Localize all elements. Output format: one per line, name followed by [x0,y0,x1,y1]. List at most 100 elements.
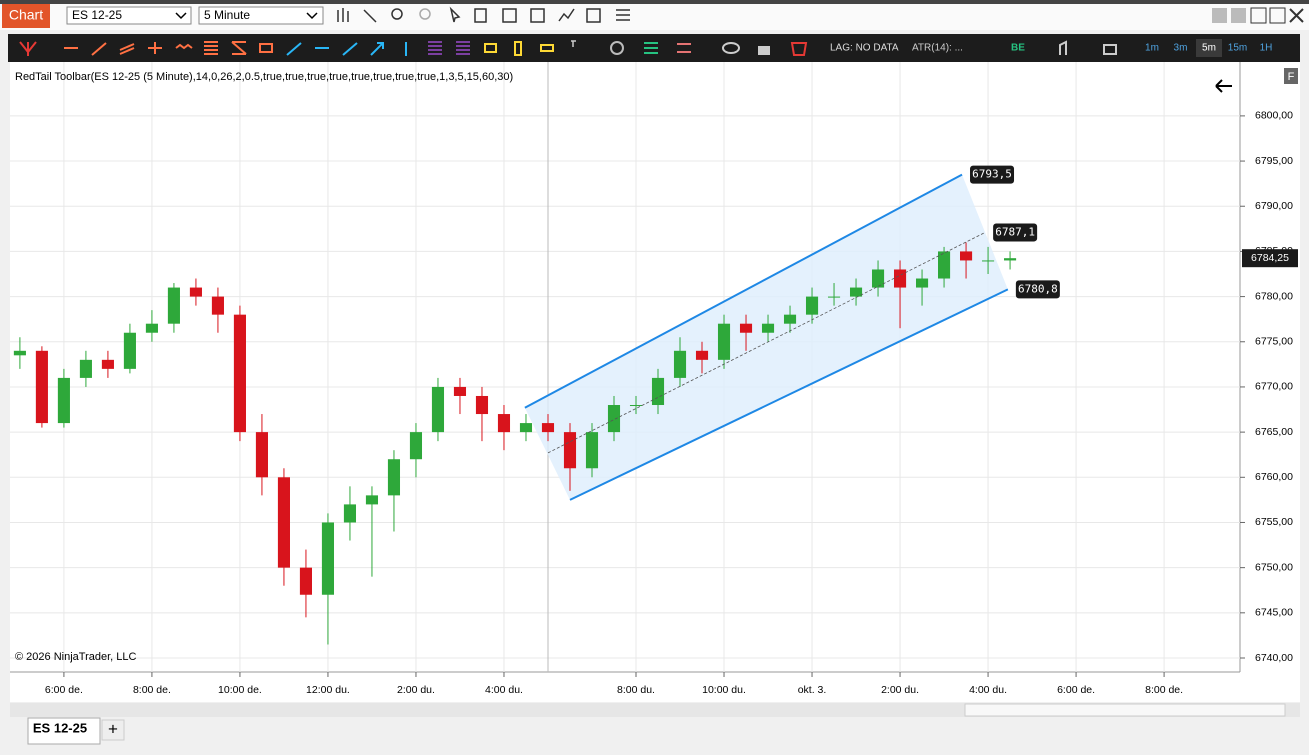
y-tick-label: 6745,00 [1255,607,1293,619]
minimize[interactable] [1250,7,1267,24]
x-tick-label: 6:00 de. [1057,684,1095,696]
timeframe-button[interactable]: 5m [1202,43,1216,54]
zoom-out-icon[interactable] [419,8,431,20]
ctrl-btn[interactable] [1231,8,1246,23]
tool[interactable] [119,43,135,55]
candle-body [805,296,819,315]
x-tick-label: 2:00 du. [397,684,435,696]
pencil-icon[interactable] [363,9,377,23]
candle-body [629,405,643,407]
window-tab-label: Chart [9,7,43,23]
tool[interactable] [204,41,218,55]
tool[interactable] [231,41,247,55]
window-tab[interactable] [2,4,50,28]
strategy-icon[interactable] [586,8,601,23]
candle-body [277,477,290,568]
tool[interactable] [428,41,442,55]
bars-icon[interactable] [337,8,349,22]
zoom-in-icon[interactable] [391,8,403,20]
tool[interactable] [677,43,691,53]
bottom-tab[interactable] [27,717,101,745]
tool[interactable] [259,43,273,53]
x-tick-label: 10:00 de. [218,684,262,696]
candle-body [761,323,775,333]
add-tab-label: + [108,719,118,738]
maximize[interactable] [1269,7,1286,24]
candle-body [849,287,863,297]
hand-icon[interactable] [1059,40,1067,55]
plot: 6793,5 6787,1 6780,8 [13,165,1060,645]
scroll-thumb[interactable] [964,703,1286,717]
timeframe-button[interactable]: 3m [1174,43,1188,54]
bars-icon-2[interactable] [530,8,545,23]
eye-icon[interactable] [722,42,740,54]
tool[interactable] [514,41,522,56]
indicator-icon[interactable] [558,8,575,22]
timeframe-button[interactable]: 1H [1260,43,1273,54]
candle-body [893,269,907,288]
ctrl-btn[interactable] [1212,8,1227,23]
last-price-box [1242,249,1298,268]
top-edge [0,0,1309,4]
close[interactable] [1289,8,1304,23]
data-box-icon[interactable] [474,8,487,23]
channel-label-box [970,165,1015,184]
x-tick-label: 2:00 du. [881,684,919,696]
candle-body [783,314,797,324]
pointer-icon[interactable] [449,6,461,23]
candle-body [982,260,995,262]
candle-body [79,359,92,378]
x-tick-label: 4:00 du. [969,684,1007,696]
tool[interactable] [644,42,658,54]
tool[interactable] [484,43,497,53]
candle-body [365,495,379,505]
f-button[interactable] [1284,68,1298,84]
indicator-label: RedTail Toolbar(ES 12-25 (5 Minute),14,0… [15,71,513,83]
candle-body [695,350,709,360]
trash-icon[interactable] [790,42,808,56]
candle-body [717,323,731,360]
tool[interactable] [456,41,470,55]
window-controls [1212,7,1304,24]
tool[interactable] [571,40,576,47]
candle-body [585,432,599,469]
camera-icon[interactable] [1103,44,1117,55]
properties-icon[interactable] [616,9,630,21]
candle-body [827,296,841,298]
timeframe-button[interactable]: 1m [1145,43,1159,54]
layout-icon[interactable] [502,8,517,23]
y-tick-label: 6770,00 [1255,381,1293,393]
be-button[interactable]: BE [1011,43,1025,54]
interval-box[interactable] [198,6,324,25]
candle-body [915,278,929,288]
channel-upper [524,173,963,409]
tool[interactable] [175,43,193,50]
tool[interactable] [286,42,302,56]
tool[interactable] [148,42,162,54]
add-tab[interactable] [101,719,125,741]
instrument-box[interactable] [66,6,192,25]
tool[interactable] [540,44,554,52]
timeframe-buttons: 1m 3m 5m 15m 1H [1145,39,1272,57]
candle-body [387,459,401,496]
candle-body [453,386,467,396]
candle-body [409,432,423,460]
back-arrow[interactable] [1215,79,1232,93]
lock-icon[interactable] [758,46,770,55]
candle-body [938,251,951,279]
candle-body [211,296,224,315]
y-tick-label: 6750,00 [1255,561,1293,573]
tool[interactable] [91,42,107,56]
logo[interactable] [19,41,37,56]
tool[interactable] [342,42,358,56]
y-tick-label: 6795,00 [1255,155,1293,167]
dropdown-arrow [175,12,187,20]
timeframe-button[interactable]: 15m [1228,43,1247,54]
tool[interactable] [370,42,384,56]
x-tick-label: 10:00 du. [702,684,746,696]
settings-icon[interactable] [610,41,624,55]
title-bar [0,4,1309,30]
y-tick-label: 6800,00 [1255,110,1293,122]
time-axis [10,672,1300,702]
